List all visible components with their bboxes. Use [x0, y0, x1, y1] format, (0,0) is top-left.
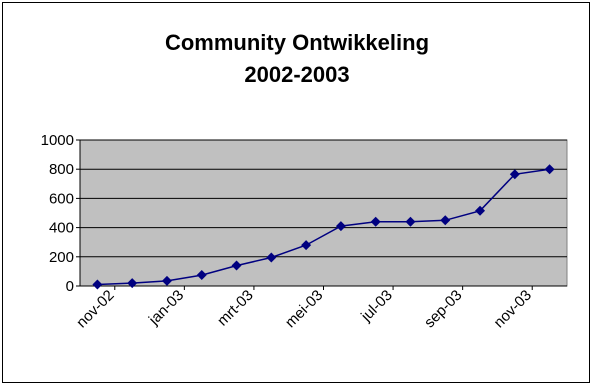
data-point [92, 279, 103, 290]
x-axis-ticks: nov-02 jan-03 mrt-03 mei-03 jul-03 sep-03 nov-… [73, 286, 535, 331]
chart-title-line-1: Community Ontwikkeling [164, 30, 430, 55]
y-tick-label: 400 [49, 220, 74, 237]
y-tick-label: 800 [49, 161, 74, 178]
data-point [301, 240, 312, 251]
y-tick-label: 200 [49, 249, 74, 266]
data-point [127, 278, 138, 289]
y-tick-label: 1000 [41, 132, 74, 149]
gridlines [80, 139, 567, 258]
series-line-path [97, 168, 550, 286]
y-tick-label: 600 [49, 190, 74, 207]
x-tick-label: nov-03 [491, 287, 535, 331]
data-point [266, 252, 277, 263]
data-point [405, 216, 416, 227]
y-tick-label: 0 [66, 278, 74, 295]
data-point [440, 215, 451, 226]
data-point [370, 216, 381, 227]
x-tick-label: jan-03 [145, 287, 187, 329]
data-point [196, 270, 207, 281]
x-tick-label: nov-02 [73, 287, 117, 331]
data-point [335, 221, 346, 232]
x-tick-label: jul-03 [357, 287, 396, 326]
x-tick-label: mrt-03 [214, 287, 257, 330]
chart-title-line-2: 2002-2003 [244, 62, 350, 87]
series-line [92, 164, 555, 290]
plot-area [79, 139, 568, 287]
data-point [544, 164, 555, 175]
data-point [161, 275, 172, 286]
data-point [231, 260, 242, 271]
data-point [475, 205, 486, 216]
x-tick-label: mei-03 [282, 287, 326, 331]
data-point [509, 169, 520, 180]
y-axis-ticks: 0 200 400 600 800 1000 [41, 132, 80, 295]
x-tick-label: sep-03 [421, 287, 465, 331]
